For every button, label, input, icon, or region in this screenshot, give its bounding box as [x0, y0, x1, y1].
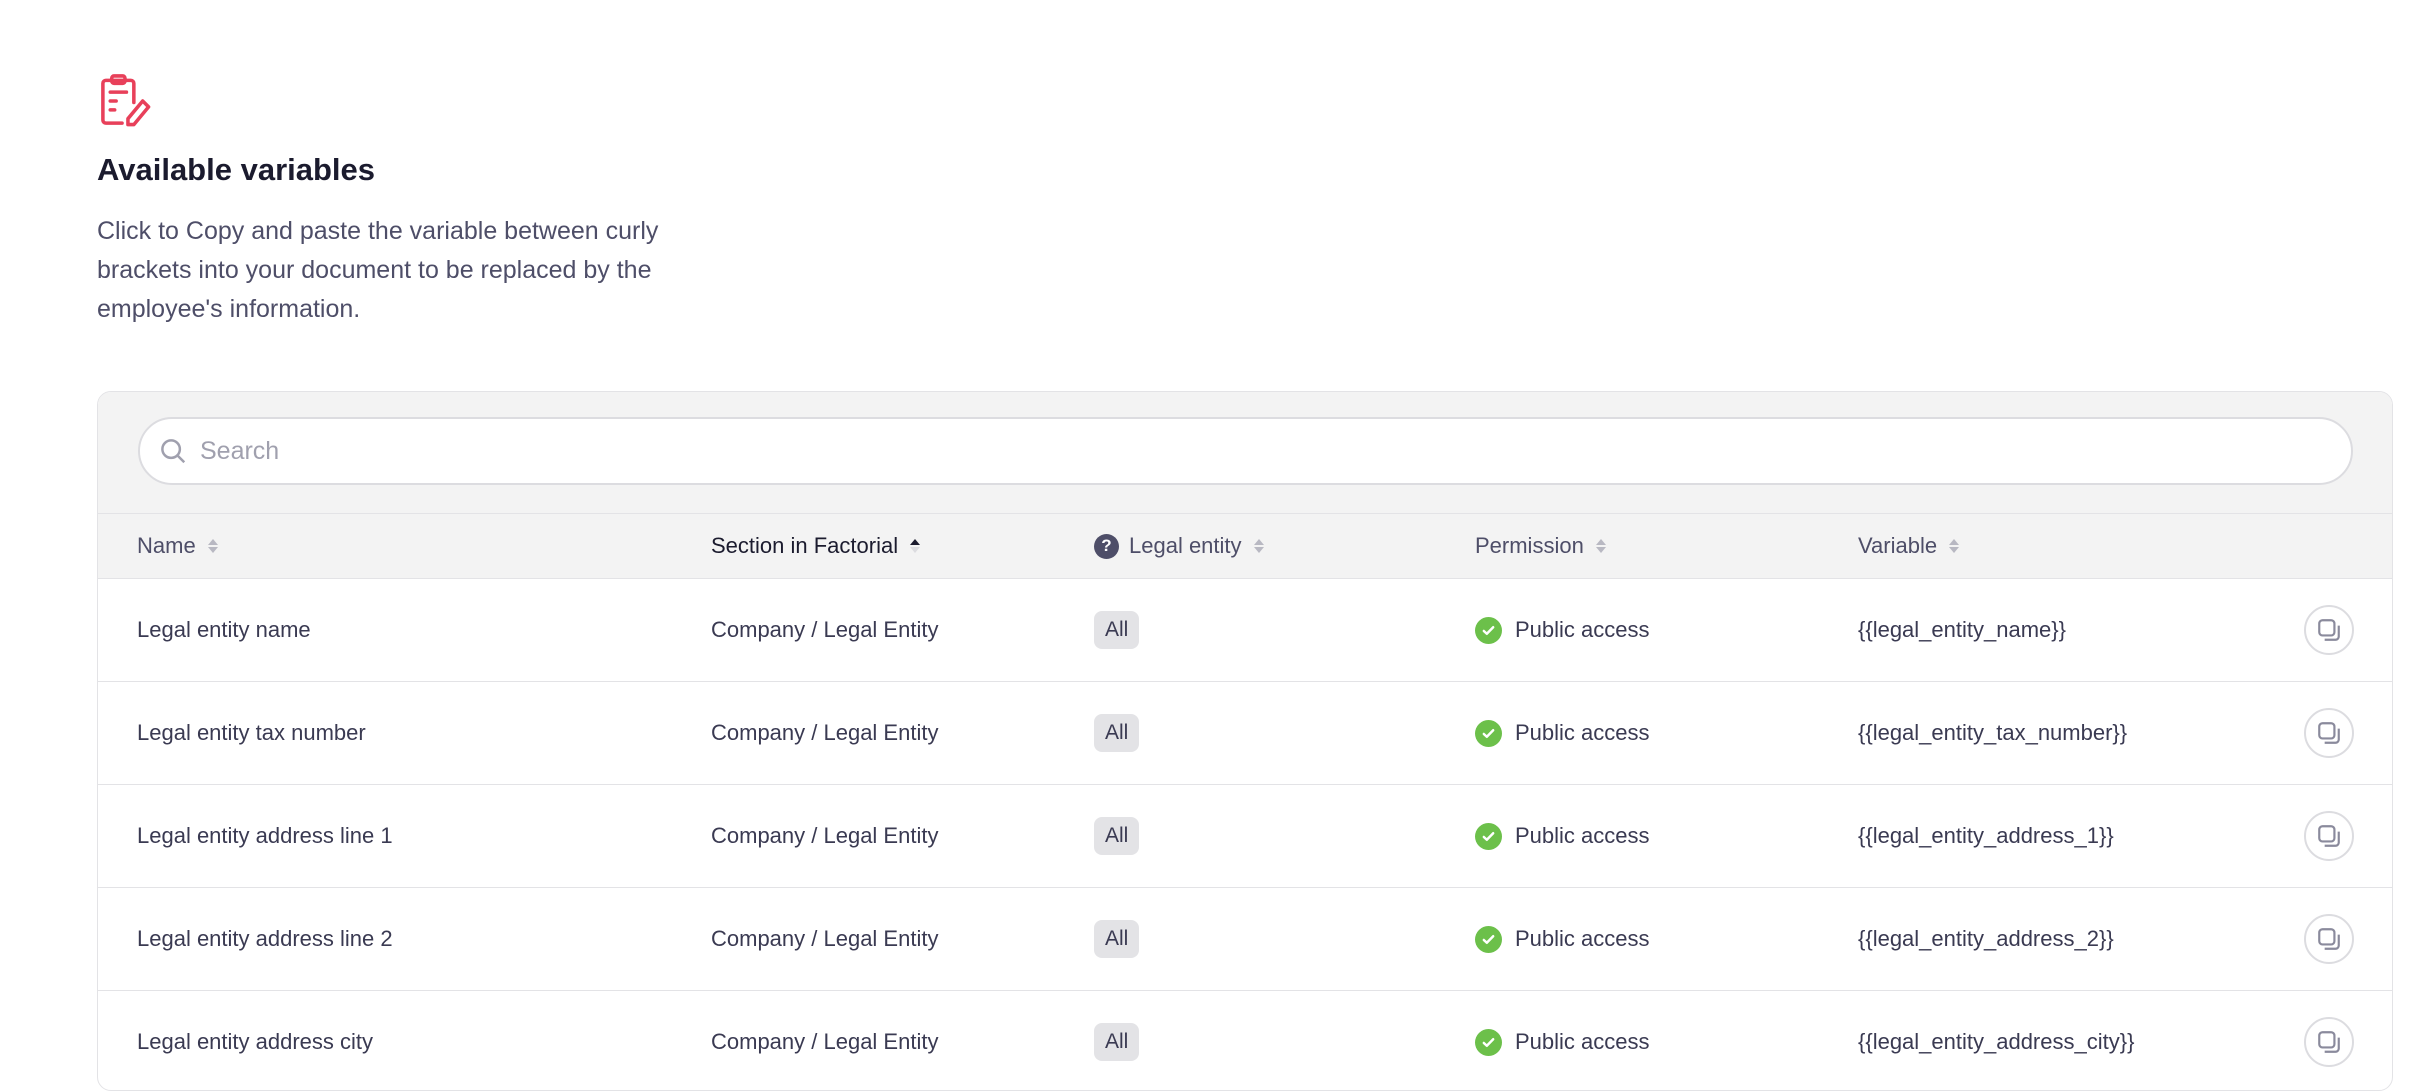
variables-table: Name Section in Factorial ? Legal entity … — [97, 391, 2393, 1091]
permission-cell: Public access — [1475, 822, 1650, 850]
column-header-variable[interactable]: Variable — [1858, 533, 1960, 559]
section: Company / Legal Entity — [711, 617, 939, 642]
sort-ascending-icon — [910, 539, 921, 553]
column-header-section[interactable]: Section in Factorial — [711, 533, 921, 559]
legal-entity-badge: All — [1094, 611, 1140, 649]
column-header-permission[interactable]: Permission — [1475, 533, 1606, 559]
legal-entity-cell: All — [1094, 817, 1140, 855]
legal-entity-cell: All — [1094, 714, 1140, 752]
permission-label: Public access — [1515, 1029, 1650, 1054]
copy-icon — [2318, 722, 2340, 744]
variable-code[interactable]: {{legal_entity_address_2}} — [1858, 926, 2114, 951]
variable-code[interactable]: {{legal_entity_name}} — [1858, 617, 2066, 642]
table-row[interactable]: Legal entity address city Company / Lega… — [98, 991, 2392, 1090]
variable-code[interactable]: {{legal_entity_address_city}} — [1858, 1029, 2135, 1054]
section: Company / Legal Entity — [711, 720, 939, 745]
copy-button[interactable] — [2304, 605, 2354, 655]
variable-name: Legal entity address city — [137, 1029, 374, 1054]
legal-entity-badge: All — [1094, 1023, 1140, 1061]
column-label: Section in Factorial — [711, 533, 899, 558]
legal-entity-cell: All — [1094, 1023, 1140, 1061]
legal-entity-cell: All — [1094, 920, 1140, 958]
table-row[interactable]: Legal entity tax number Company / Legal … — [98, 682, 2392, 785]
permission-label: Public access — [1515, 720, 1650, 745]
variable-name: Legal entity address line 1 — [137, 823, 393, 848]
section: Company / Legal Entity — [711, 1029, 939, 1054]
search-icon — [161, 439, 186, 464]
sort-icon — [1595, 539, 1606, 553]
search-bar — [98, 392, 2392, 514]
clipboard-edit-icon — [101, 74, 151, 127]
variable-code[interactable]: {{legal_entity_address_1}} — [1858, 823, 2114, 848]
column-header-name[interactable]: Name — [137, 533, 218, 559]
permission-cell: Public access — [1475, 1028, 1650, 1056]
sort-icon — [1949, 539, 1960, 553]
copy-button[interactable] — [2304, 811, 2354, 861]
table-row[interactable]: Legal entity address line 2 Company / Le… — [98, 888, 2392, 991]
legal-entity-cell: All — [1094, 611, 1140, 649]
copy-icon — [2318, 1031, 2340, 1053]
copy-icon — [2318, 928, 2340, 950]
permission-cell: Public access — [1475, 616, 1650, 644]
copy-icon — [2318, 619, 2340, 641]
search-input[interactable] — [200, 436, 2174, 466]
permission-cell: Public access — [1475, 925, 1650, 953]
check-circle-icon — [1475, 1028, 1502, 1056]
question-icon[interactable]: ? — [1094, 533, 1119, 559]
sort-icon — [1253, 539, 1264, 553]
column-header-legal-entity[interactable]: ? Legal entity — [1094, 533, 1264, 559]
legal-entity-badge: All — [1094, 920, 1140, 958]
legal-entity-badge: All — [1094, 817, 1140, 855]
copy-button[interactable] — [2304, 914, 2354, 964]
table-row[interactable]: Legal entity name Company / Legal Entity… — [98, 579, 2392, 682]
table-row[interactable]: Legal entity address line 1 Company / Le… — [98, 785, 2392, 888]
variable-name: Legal entity tax number — [137, 720, 366, 745]
permission-cell: Public access — [1475, 719, 1650, 747]
check-circle-icon — [1475, 925, 1502, 953]
variable-name: Legal entity address line 2 — [137, 926, 393, 951]
copy-button[interactable] — [2304, 708, 2354, 758]
variable-code[interactable]: {{legal_entity_tax_number}} — [1858, 720, 2128, 745]
copy-button[interactable] — [2304, 1017, 2354, 1067]
search-field[interactable] — [138, 417, 2353, 485]
check-circle-icon — [1475, 616, 1502, 644]
table-header: Name Section in Factorial ? Legal entity … — [98, 514, 2392, 579]
legal-entity-badge: All — [1094, 714, 1140, 752]
page-title: Available variables — [97, 152, 376, 187]
column-label: Variable — [1858, 533, 1938, 558]
section: Company / Legal Entity — [711, 926, 939, 951]
table-body: Legal entity name Company / Legal Entity… — [98, 579, 2392, 1090]
permission-label: Public access — [1515, 926, 1650, 951]
check-circle-icon — [1475, 719, 1502, 747]
copy-icon — [2318, 825, 2340, 847]
page-description: Click to Copy and paste the variable bet… — [97, 217, 659, 323]
column-label: Name — [137, 533, 196, 558]
sort-icon — [207, 539, 218, 553]
check-circle-icon — [1475, 822, 1502, 850]
section: Company / Legal Entity — [711, 823, 939, 848]
permission-label: Public access — [1515, 823, 1650, 848]
column-label: Legal entity — [1129, 533, 1242, 558]
variable-name: Legal entity name — [137, 617, 311, 642]
column-label: Permission — [1475, 533, 1584, 558]
permission-label: Public access — [1515, 617, 1650, 642]
